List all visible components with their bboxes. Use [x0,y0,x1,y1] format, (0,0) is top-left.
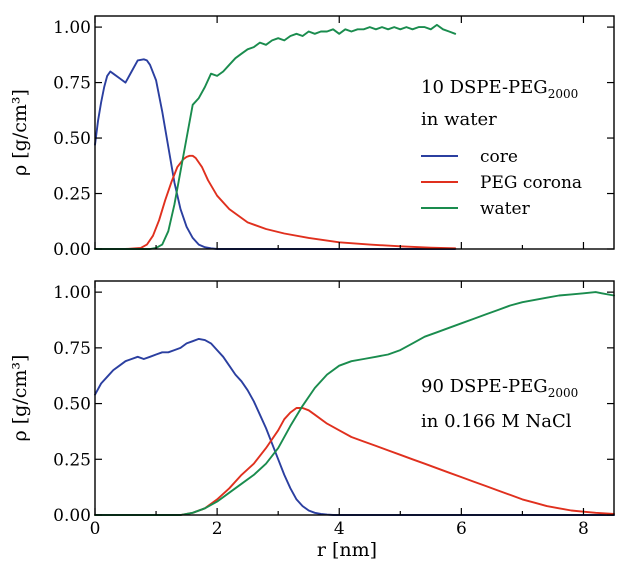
x-tick-label: 4 [334,519,345,539]
y-tick-label: 0.50 [53,129,91,149]
y-tick-label: 0.75 [53,74,91,94]
plot-frame [94,280,615,516]
y-tick-label: 1.00 [53,283,91,303]
legend-label: water [480,199,531,219]
y-tick-label: 0.75 [53,339,91,359]
annotation-line-1: 10 DSPE-PEG2000 [421,77,578,101]
annotation-line-2: in 0.166 M NaCl [421,411,572,432]
legend-label: core [480,147,518,167]
x-tick-label: 6 [456,519,467,539]
annotation-subscript: 2000 [548,386,579,400]
plot-frame [94,15,615,250]
series-line-water [94,23,457,250]
y-axis-label: ρ [g/cm³] [9,355,31,442]
x-axis-label: r [nm] [317,539,377,561]
y-tick-label: 0.00 [53,506,91,526]
y-tick-label: 0.50 [53,395,91,415]
x-tick-label: 8 [578,519,589,539]
y-axis-label: ρ [g/cm³] [9,89,31,176]
annotation-line-2: in water [421,109,497,130]
y-tick-label: 1.00 [53,18,91,38]
y-tick-label: 0.25 [53,450,91,470]
annotation-line-1: 90 DSPE-PEG2000 [421,376,578,400]
series-line-peg-corona [94,407,615,516]
annotation-subscript: 2000 [548,87,579,101]
series-line-water [94,291,615,516]
y-tick-label: 0.00 [53,240,91,260]
panel-top: 0.00 0.25 0.50 0.75 1.00 ρ [g/cm³] 10 DSPE-PEG… [9,15,615,260]
x-tick-label: 0 [90,519,101,539]
legend-label: PEG corona [480,173,582,193]
x-tick-label: 2 [212,519,223,539]
panel-bottom: 0 2 4 6 8 0.00 0.25 0.50 0.75 1.00 ρ [g/cm³] 90 DSP… [9,280,615,539]
y-tick-label: 0.25 [53,185,91,205]
series-line-core [94,58,457,250]
series-line-peg-corona [94,154,457,250]
